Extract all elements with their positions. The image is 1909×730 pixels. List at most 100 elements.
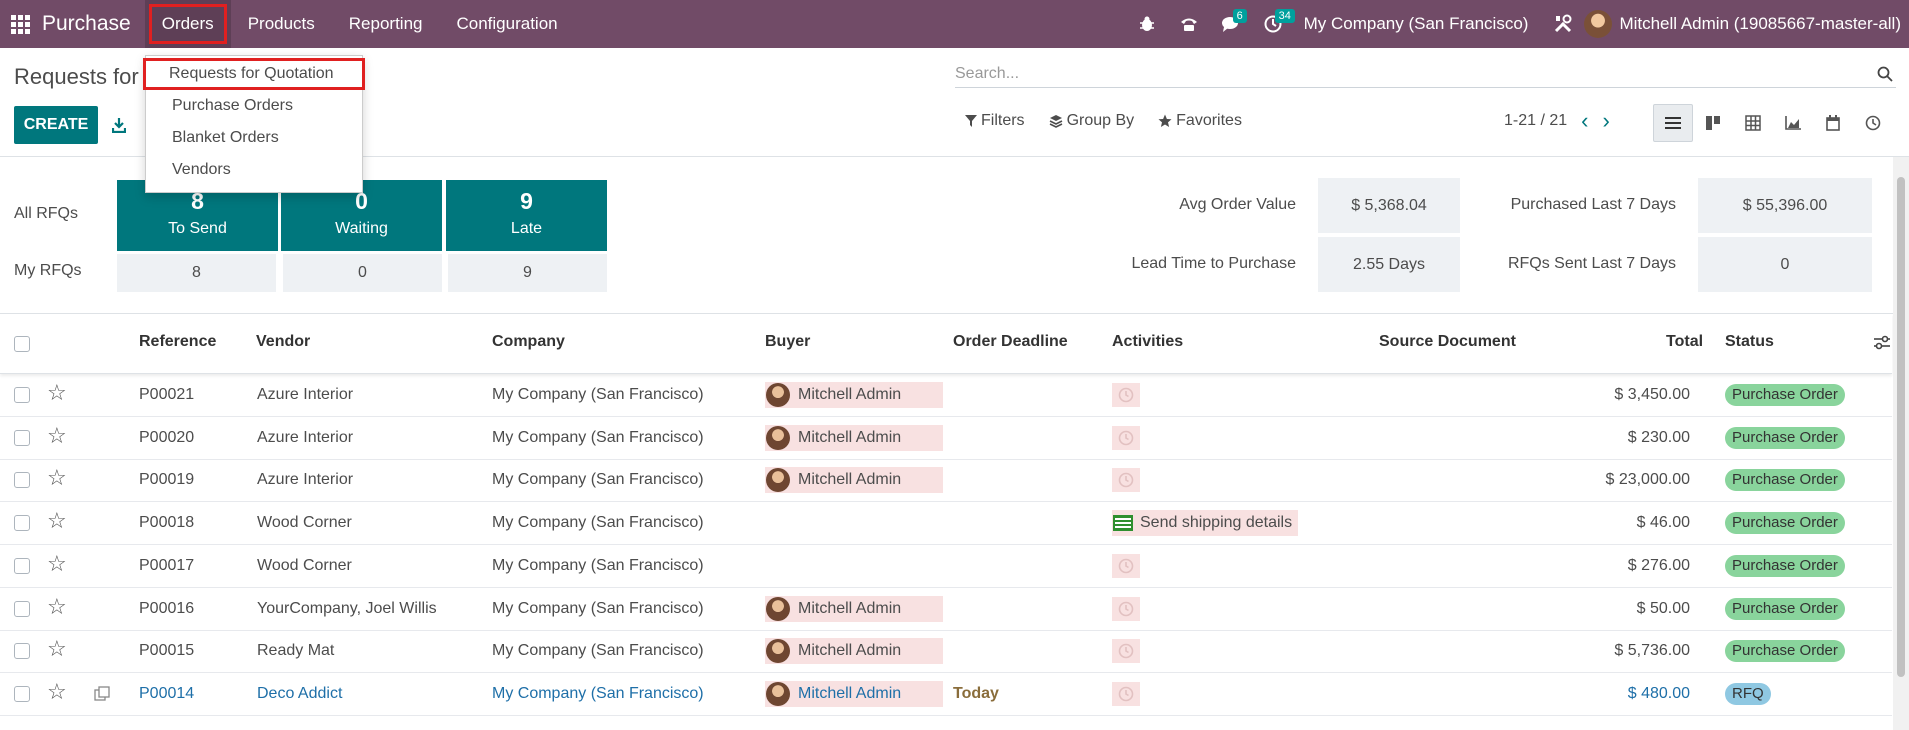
activity-clock-icon[interactable] (1112, 596, 1140, 621)
graph-view-icon[interactable] (1773, 104, 1813, 142)
row-checkbox[interactable] (14, 515, 30, 532)
activity-clock-icon[interactable] (1112, 425, 1140, 450)
column-reference[interactable]: Reference (139, 333, 217, 350)
activity-clock-icon[interactable] (1112, 468, 1140, 493)
list-view-icon[interactable] (1653, 104, 1693, 142)
user-name: Mitchell Admin (19085667-master-all) (1619, 14, 1901, 33)
menu-orders[interactable]: Orders (144, 0, 231, 48)
activity-clock-icon[interactable] (1112, 553, 1140, 578)
column-order-deadline[interactable]: Order Deadline (953, 333, 1068, 350)
menu-item-blanket-orders[interactable]: Blanket Orders (172, 129, 279, 146)
priority-star-icon[interactable]: ☆ (47, 593, 67, 619)
buyer-avatar (766, 681, 790, 706)
kanban-view-icon[interactable] (1693, 104, 1733, 142)
menu-reporting[interactable]: Reporting (348, 14, 423, 33)
chat-icon[interactable]: 6 (1210, 0, 1252, 48)
search-input[interactable] (955, 60, 1855, 87)
debug-bug-icon[interactable] (1126, 0, 1168, 48)
optional-columns-icon[interactable] (1873, 334, 1891, 352)
apps-menu-icon[interactable] (2, 0, 38, 48)
my-to-send[interactable]: 8 (117, 254, 276, 292)
column-total[interactable]: Total (1666, 333, 1704, 350)
favorites-button[interactable]: Favorites (1158, 112, 1242, 130)
row-checkbox[interactable] (14, 387, 30, 403)
priority-star-icon[interactable]: ☆ (47, 380, 67, 405)
cell-order-deadline: Today (953, 684, 999, 702)
menu-item-purchase-orders[interactable]: Purchase Orders (172, 97, 293, 114)
priority-star-icon[interactable]: ☆ (47, 678, 67, 704)
row-checkbox[interactable] (14, 600, 30, 617)
company-switcher[interactable]: My Company (San Francisco) (1303, 14, 1529, 33)
user-menu[interactable]: Mitchell Admin (19085667-master-all) (1584, 10, 1901, 38)
tools-icon[interactable] (1542, 0, 1584, 48)
pager-previous-icon[interactable]: ‹ (1581, 108, 1589, 133)
phone-icon[interactable] (1168, 0, 1210, 48)
scrollbar-thumb[interactable] (1897, 177, 1905, 677)
cell-total: $ 23,000.00 (1605, 471, 1690, 489)
my-waiting[interactable]: 0 (283, 254, 442, 292)
priority-star-icon[interactable]: ☆ (47, 465, 67, 491)
pivot-view-icon[interactable] (1733, 104, 1773, 142)
all-rfqs-label: All RFQs (14, 205, 78, 222)
menu-products[interactable]: Products (247, 14, 315, 33)
activity-clock-icon[interactable] (1112, 639, 1140, 664)
cell-company: My Company (San Francisco) (492, 514, 704, 532)
my-late[interactable]: 9 (448, 254, 607, 292)
column-company[interactable]: Company (492, 333, 565, 350)
table-row[interactable]: ☆ P00014 Deco Addict My Company (San Franci… (0, 673, 1892, 716)
cell-vendor: Deco Addict (257, 684, 343, 702)
row-checkbox[interactable] (14, 557, 30, 574)
menu-configuration[interactable]: Configuration (456, 14, 558, 33)
activity-view-icon[interactable] (1853, 104, 1893, 142)
buyer-name: Mitchell Admin (798, 642, 902, 660)
app-brand[interactable]: Purchase (42, 12, 131, 35)
column-buyer[interactable]: Buyer (765, 333, 811, 350)
table-row[interactable]: ☆ P00019 Azure Interior My Company (San Fra… (0, 459, 1892, 503)
row-checkbox[interactable] (14, 472, 30, 489)
page-title: Requests for (14, 64, 139, 89)
priority-star-icon[interactable]: ☆ (47, 636, 67, 662)
pager-value[interactable]: 1-21 / 21 (1504, 112, 1568, 129)
activity-widget[interactable]: Send shipping details (1112, 510, 1299, 537)
duplicate-icon (94, 686, 110, 701)
column-status[interactable]: Status (1725, 333, 1774, 350)
activity-clock-icon[interactable] (1112, 383, 1140, 407)
layers-icon (1049, 115, 1062, 128)
activity-clock-icon[interactable] (1112, 681, 1140, 706)
lead-time-value: 2.55 Days (1318, 237, 1460, 292)
search-icon[interactable] (1874, 63, 1896, 85)
activity-clock-icon[interactable]: 34 (1252, 0, 1295, 48)
create-button[interactable]: CREATE (14, 106, 98, 144)
filters-button[interactable]: Filters (965, 112, 1025, 130)
pager-next-icon[interactable]: › (1602, 108, 1610, 133)
priority-star-icon[interactable]: ☆ (47, 422, 67, 448)
download-icon[interactable] (108, 112, 130, 138)
priority-star-icon[interactable]: ☆ (47, 508, 67, 534)
row-checkbox[interactable] (14, 685, 30, 702)
calendar-view-icon[interactable] (1813, 104, 1853, 142)
tile-late[interactable]: 9 Late (446, 180, 607, 251)
table-row[interactable]: ☆ P00017 Wood Corner My Company (San Franci… (0, 545, 1892, 588)
table-row[interactable]: ☆ P00021 Azure Interior My Company (San Fra… (0, 374, 1892, 417)
table-row[interactable]: ☆ P00016 YourCompany, Joel Willis My Compan… (0, 588, 1892, 631)
buyer-avatar (766, 639, 790, 664)
row-checkbox[interactable] (14, 643, 30, 660)
select-all-checkbox[interactable] (14, 336, 30, 352)
cell-total: $ 276.00 (1627, 556, 1690, 574)
column-source-document[interactable]: Source Document (1379, 333, 1516, 350)
row-checkbox[interactable] (14, 429, 30, 446)
cell-total: $ 5,736.00 (1614, 642, 1690, 660)
column-vendor[interactable]: Vendor (256, 333, 311, 350)
rfqs-sent-7d-value: 0 (1698, 237, 1872, 292)
main-menu: Orders Products Reporting Configuration (144, 0, 575, 48)
group-by-button[interactable]: Group By (1049, 112, 1134, 130)
column-activities[interactable]: Activities (1112, 333, 1184, 350)
table-row[interactable]: ☆ P00020 Azure Interior My Company (San Fra… (0, 417, 1892, 460)
menu-item-requests-for-quotation[interactable]: Requests for Quotation (143, 58, 365, 90)
priority-star-icon[interactable]: ☆ (47, 550, 67, 576)
table-row[interactable]: ☆ P00018 Wood Corner My Company (San Franci… (0, 502, 1892, 546)
menu-item-vendors[interactable]: Vendors (172, 161, 231, 178)
cell-company: My Company (San Francisco) (492, 428, 704, 446)
table-row[interactable]: ☆ P00015 Ready Mat My Company (San Francisc… (0, 630, 1892, 674)
vertical-scrollbar[interactable] (1893, 157, 1909, 730)
